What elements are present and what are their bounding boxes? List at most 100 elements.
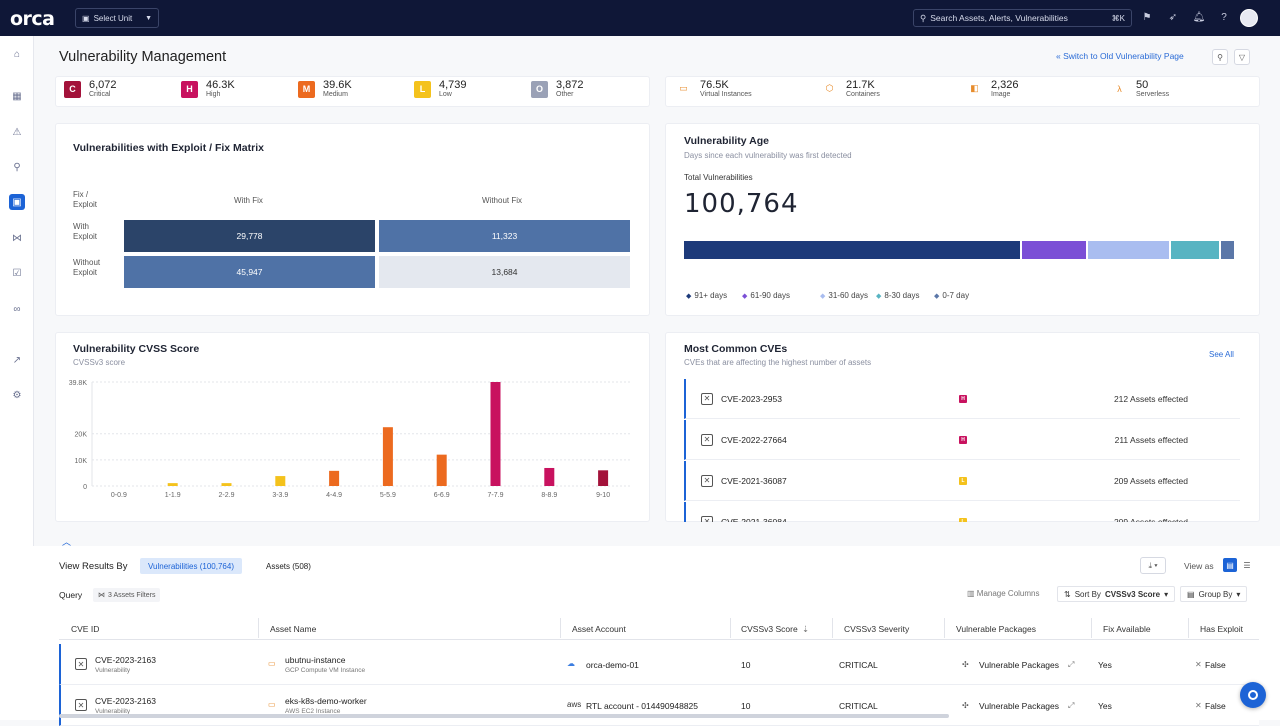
- sidebar-vulnerabilities-icon[interactable]: ▣: [9, 194, 25, 210]
- severity-count: 4,739: [439, 79, 467, 91]
- sidebar-alerts-icon[interactable]: ⚠: [12, 126, 22, 138]
- sidebar-settings-icon[interactable]: ⚙: [12, 389, 22, 401]
- cvss-bar[interactable]: [382, 427, 393, 486]
- sort-desc-icon[interactable]: ⇣: [802, 624, 810, 634]
- cvss-bar[interactable]: [275, 476, 286, 486]
- zoom-button[interactable]: ⚲: [1212, 49, 1228, 65]
- cvss-bar[interactable]: [329, 470, 340, 486]
- asset-name[interactable]: ubutnu-instance: [285, 655, 346, 665]
- asset-account[interactable]: RTL account - 014490948825: [586, 701, 699, 711]
- cve-row[interactable]: ✕ CVE-2023-2953 H 212 Assets effected: [684, 379, 1240, 419]
- cvss-bar[interactable]: [598, 470, 609, 486]
- chat-assistant-button[interactable]: [1240, 682, 1266, 708]
- column-header[interactable]: Asset Account: [572, 624, 626, 634]
- matrix-cell-noexploit-nofix[interactable]: 13,684: [379, 256, 630, 288]
- group-by-dropdown[interactable]: ▤ Group By ▾: [1180, 586, 1248, 602]
- age-segment-1[interactable]: [1021, 241, 1087, 259]
- sidebar-compliance-icon[interactable]: ☑: [12, 267, 22, 279]
- flag-icon[interactable]: ⚑: [1142, 11, 1152, 23]
- matrix-cell-exploit-fix[interactable]: 29,778: [124, 220, 375, 252]
- age-segment-4[interactable]: [1220, 241, 1235, 259]
- age-segment-0[interactable]: [684, 241, 1020, 259]
- sort-by-dropdown[interactable]: ⇅ Sort By CVSSv3 Score ▾: [1057, 586, 1176, 602]
- tab-vulnerabilities[interactable]: Vulnerabilities (100,764): [140, 558, 242, 574]
- collapse-chevron-icon[interactable]: ︿: [62, 537, 72, 547]
- select-unit-dropdown[interactable]: ▣ Select Unit ▼: [75, 8, 159, 28]
- vulnerable-packages-link[interactable]: Vulnerable Packages: [979, 660, 1060, 670]
- cvss-bar[interactable]: [221, 483, 232, 486]
- global-search-input[interactable]: ⚲ Search Assets, Alerts, Vulnerabilities…: [913, 9, 1132, 27]
- sidebar-integrations-icon[interactable]: ∞: [13, 303, 21, 315]
- asset-summary-0[interactable]: ▭ 76.5K Virtual Instances: [677, 80, 751, 99]
- matrix-cell-exploit-nofix[interactable]: 11,323: [379, 220, 630, 252]
- page-title: Vulnerability Management: [59, 49, 227, 65]
- manage-columns-button[interactable]: ▥ Manage Columns: [967, 589, 1039, 598]
- column-header[interactable]: Asset Name: [270, 624, 317, 634]
- asset-summary-3[interactable]: λ 50 Serverless: [1113, 79, 1169, 99]
- column-header[interactable]: Fix Available: [1103, 624, 1151, 634]
- horizontal-scrollbar[interactable]: [59, 714, 949, 718]
- user-avatar[interactable]: [1240, 9, 1258, 27]
- severity-low[interactable]: L 4,739 Low: [414, 80, 467, 98]
- zoom-icon: ⚲: [1217, 52, 1223, 62]
- filter-button[interactable]: ▽: [1234, 49, 1250, 65]
- vulnerable-packages-link[interactable]: Vulnerable Packages: [979, 701, 1060, 711]
- column-header[interactable]: CVE ID: [71, 624, 100, 634]
- asset-summary-1[interactable]: ⬡ 21.7K Containers: [823, 80, 880, 99]
- rocket-icon[interactable]: ➶: [1168, 11, 1178, 23]
- cvss-bar[interactable]: [436, 454, 447, 486]
- asset-summary-2[interactable]: ◧ 2,326 Image: [968, 80, 1018, 99]
- cve-id: CVE-2022-27664: [721, 434, 787, 445]
- cloud-provider-icon: aws: [567, 700, 582, 709]
- asset-account[interactable]: orca-demo-01: [586, 660, 639, 670]
- chevron-down-icon: ▾: [1164, 589, 1169, 599]
- legend-label: 61-90 days: [750, 291, 790, 300]
- expand-icon[interactable]: ⤢: [1068, 701, 1075, 710]
- grouped-view-icon[interactable]: ☰: [1243, 560, 1251, 570]
- x-icon: ✕: [1195, 660, 1202, 669]
- table-row[interactable]: [59, 644, 1259, 685]
- sidebar-search-icon[interactable]: ⚲: [13, 161, 21, 173]
- table-view-icon[interactable]: ▤: [1223, 558, 1237, 572]
- column-header[interactable]: Has Exploit: [1200, 624, 1243, 634]
- severity-other[interactable]: O 3,872 Other: [531, 80, 584, 98]
- column-header[interactable]: Vulnerable Packages: [956, 624, 1037, 634]
- expand-icon[interactable]: ⤢: [1068, 660, 1075, 669]
- cve-id[interactable]: CVE-2023-2163: [95, 655, 156, 665]
- assets-filter-chip[interactable]: ⋈ 3 Assets Filters: [93, 588, 161, 602]
- asset-label: Containers: [846, 91, 880, 98]
- sidebar-home-icon[interactable]: ⌂: [13, 48, 21, 60]
- see-all-link[interactable]: See All: [1209, 350, 1234, 359]
- help-icon[interactable]: ?: [1221, 11, 1227, 23]
- sidebar-dashboard-icon[interactable]: ▦: [12, 90, 22, 102]
- cve-assets-count: 209 Assets effected: [1113, 475, 1188, 486]
- legend-label: 91+ days: [694, 291, 728, 300]
- matrix-cell-noexploit-fix[interactable]: 45,947: [124, 256, 375, 288]
- cvss-bar[interactable]: [544, 467, 555, 486]
- cve-id[interactable]: CVE-2023-2163: [95, 696, 156, 706]
- cve-row[interactable]: ✕ CVE-2021-36084 L 209 Assets effected: [684, 502, 1240, 522]
- tab-assets[interactable]: Assets (508): [266, 561, 311, 571]
- asset-name[interactable]: eks-k8s-demo-worker: [285, 696, 367, 706]
- cve-id: CVE-2021-36084: [721, 516, 787, 523]
- cvss-bar[interactable]: [167, 483, 178, 486]
- orca-logo[interactable]: orca: [10, 8, 55, 30]
- switch-old-page-link[interactable]: « Switch to Old Vulnerability Page: [1056, 51, 1184, 61]
- severity-critical[interactable]: C 6,072 Critical: [64, 80, 117, 98]
- age-segment-3[interactable]: [1170, 241, 1219, 259]
- sidebar-graph-icon[interactable]: ⋈: [12, 232, 22, 244]
- cve-row[interactable]: ✕ CVE-2021-36087 L 209 Assets effected: [684, 461, 1240, 501]
- download-button[interactable]: ⤓ ▾: [1140, 557, 1166, 574]
- age-segment-2[interactable]: [1088, 241, 1169, 259]
- sidebar-shift-left-icon[interactable]: ↗: [12, 354, 22, 366]
- column-header[interactable]: CVSSv3 Severity: [844, 624, 910, 634]
- column-separator: [1091, 618, 1092, 638]
- asset-count: 50: [1136, 79, 1149, 91]
- severity-high[interactable]: H 46.3K High: [181, 80, 235, 98]
- column-header[interactable]: CVSSv3 Score: [741, 624, 798, 634]
- severity-medium[interactable]: M 39.6K Medium: [298, 80, 352, 98]
- y-tick-label: 20K: [75, 432, 88, 439]
- cve-row[interactable]: ✕ CVE-2022-27664 H 211 Assets effected: [684, 420, 1240, 460]
- bell-icon[interactable]: 🔔︎: [1192, 11, 1206, 23]
- cvss-bar[interactable]: [490, 382, 501, 486]
